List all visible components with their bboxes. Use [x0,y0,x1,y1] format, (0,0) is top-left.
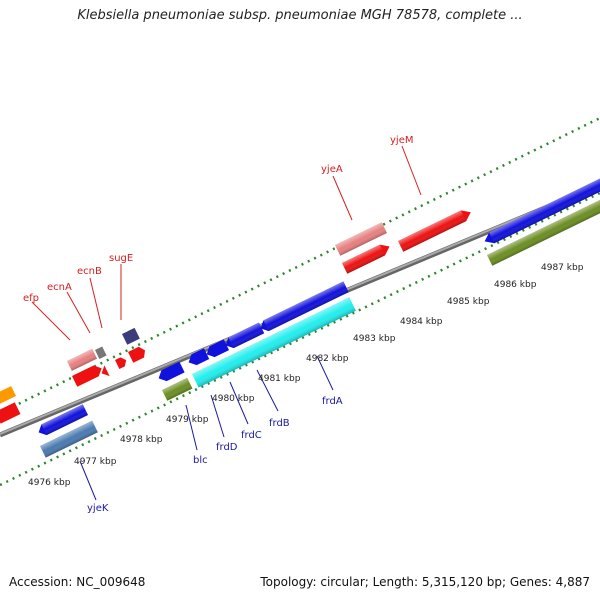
gene-blc-blue[interactable] [156,361,185,384]
gene-frdC-blue[interactable] [204,339,230,359]
leader-lines [31,145,422,501]
map-title: Klebsiella pneumoniae subsp. pneumoniae … [77,8,523,23]
gene-label[interactable]: efp [23,293,39,304]
tick-label: 4983 kbp [353,334,396,344]
tick-label: 4977 kbp [74,457,117,467]
tick-label: 4984 kbp [400,317,443,327]
tick-label: 4981 kbp [258,374,301,384]
tick-label: 4985 kbp [447,297,490,307]
gene-label[interactable]: yjeK [87,503,109,514]
gene-label[interactable]: sugE [109,253,133,264]
gene-sugE[interactable] [122,327,140,345]
gene-ecna[interactable] [99,365,110,378]
tick-label: 4986 kbp [494,280,537,290]
gene-label[interactable]: yjeA [321,164,343,175]
tick-label: 4976 kbp [28,478,71,488]
gene-label[interactable]: frdB [269,418,290,429]
tick-label: 4978 kbp [120,435,163,445]
gene-label[interactable]: frdC [241,430,262,441]
tick-label: 4979 kbp [166,415,209,425]
gene-labels-top: efp ecnA ecnB sugE yjeA yjeM [23,135,413,304]
inner-track-line [0,191,600,487]
gene-sug-red[interactable] [115,356,128,369]
gene-labels-bottom: yjeK blc frdD frdC frdB frdA [87,396,343,514]
gene-orange[interactable] [0,386,17,404]
gene-label[interactable]: blc [193,455,208,466]
accession-text: Accession: NC_009648 [9,575,146,589]
tick-label: 4987 kbp [541,263,584,273]
kbp-tick-labels: 4976 kbp 4977 kbp 4978 kbp 4979 kbp 4980… [28,263,584,488]
gene-label[interactable]: ecnB [77,266,102,277]
tick-label: 4982 kbp [306,354,349,364]
tick-label: 4980 kbp [212,394,255,404]
gene-label[interactable]: yjeM [390,135,413,146]
gene-efp-red[interactable] [72,363,104,387]
gene-frdD-blue[interactable] [186,348,210,368]
gene-label[interactable]: frdA [322,396,343,407]
gene-label[interactable]: ecnA [47,282,72,293]
summary-text: Topology: circular; Length: 5,315,120 bp… [260,575,590,589]
gene-ecnb[interactable] [95,346,107,359]
gene-red-left[interactable] [0,402,21,424]
gene-sugE-red[interactable] [128,345,148,363]
genes-layer [0,174,600,458]
gene-label[interactable]: frdD [216,442,238,453]
